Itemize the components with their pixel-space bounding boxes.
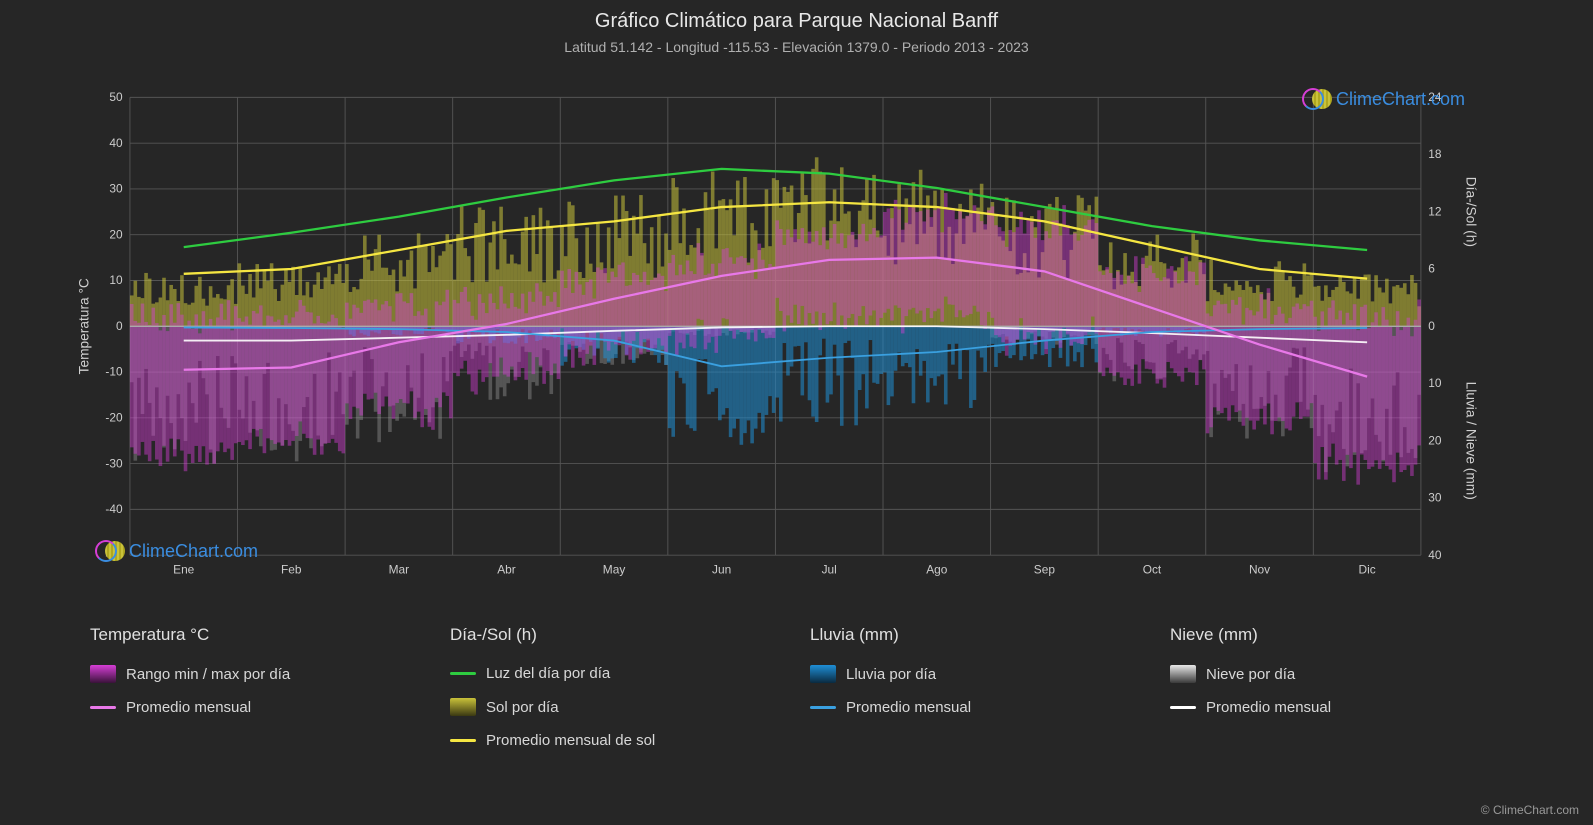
svg-text:6: 6 <box>1428 262 1435 276</box>
brand-icon <box>95 537 123 565</box>
legend-label: Rango min / max por día <box>126 666 290 683</box>
legend-item-rain-avg: Promedio mensual <box>810 699 1140 716</box>
svg-text:Oct: Oct <box>1143 562 1162 576</box>
svg-text:40: 40 <box>1428 548 1442 562</box>
svg-text:40: 40 <box>109 136 123 150</box>
svg-text:-20: -20 <box>105 410 123 424</box>
svg-text:Dic: Dic <box>1359 562 1376 576</box>
svg-text:Mar: Mar <box>389 562 410 576</box>
legend-item-temp-range: Rango min / max por día <box>90 665 420 683</box>
svg-text:Sep: Sep <box>1034 562 1056 576</box>
svg-text:50: 50 <box>109 90 123 104</box>
legend-label: Luz del día por día <box>486 665 610 682</box>
legend-item-snow-avg: Promedio mensual <box>1170 699 1500 716</box>
brand-icon <box>1302 85 1330 113</box>
legend-title-rain: Lluvia (mm) <box>810 625 1140 645</box>
svg-text:Jun: Jun <box>712 562 731 576</box>
legend-title-temp: Temperatura °C <box>90 625 420 645</box>
swatch-snowavg <box>1170 706 1196 709</box>
svg-text:30: 30 <box>1428 491 1442 505</box>
svg-text:0: 0 <box>116 319 123 333</box>
svg-text:Ago: Ago <box>926 562 948 576</box>
chart-title: Gráfico Climático para Parque Nacional B… <box>0 0 1593 33</box>
swatch-temp-avg <box>90 706 116 709</box>
svg-text:Lluvia / Nieve (mm): Lluvia / Nieve (mm) <box>1464 382 1479 500</box>
swatch-rain <box>810 665 836 683</box>
brand-logo-top: ClimeChart.com <box>1302 85 1465 113</box>
legend-label: Promedio mensual <box>1206 699 1331 716</box>
svg-text:18: 18 <box>1428 147 1442 161</box>
svg-text:-30: -30 <box>105 456 123 470</box>
svg-text:10: 10 <box>1428 376 1442 390</box>
legend-title-day: Día-/Sol (h) <box>450 625 780 645</box>
legend-item-sun: Sol por día <box>450 698 780 716</box>
svg-text:20: 20 <box>1428 433 1442 447</box>
svg-text:10: 10 <box>109 273 123 287</box>
svg-text:20: 20 <box>109 227 123 241</box>
brand-text: ClimeChart.com <box>129 541 258 562</box>
svg-text:Día-/Sol (h): Día-/Sol (h) <box>1464 177 1479 247</box>
svg-text:30: 30 <box>109 182 123 196</box>
legend-item-snow: Nieve por día <box>1170 665 1500 683</box>
legend-col-snow: Nieve (mm) Nieve por día Promedio mensua… <box>1170 625 1500 749</box>
legend-item-temp-avg: Promedio mensual <box>90 699 420 716</box>
svg-text:0: 0 <box>1428 319 1435 333</box>
swatch-sun <box>450 698 476 716</box>
svg-text:Feb: Feb <box>281 562 302 576</box>
legend-col-rain: Lluvia (mm) Lluvia por día Promedio mens… <box>810 625 1140 749</box>
svg-text:Nov: Nov <box>1249 562 1270 576</box>
svg-text:Abr: Abr <box>497 562 516 576</box>
legend-label: Sol por día <box>486 699 559 716</box>
legend: Temperatura °C Rango min / max por día P… <box>90 625 1500 749</box>
svg-text:Jul: Jul <box>822 562 837 576</box>
chart-subtitle: Latitud 51.142 - Longitud -115.53 - Elev… <box>0 33 1593 55</box>
legend-item-rain: Lluvia por día <box>810 665 1140 683</box>
legend-label: Promedio mensual de sol <box>486 732 655 749</box>
swatch-temp-range <box>90 665 116 683</box>
legend-label: Lluvia por día <box>846 666 936 683</box>
legend-col-temp: Temperatura °C Rango min / max por día P… <box>90 625 420 749</box>
copyright: © ClimeChart.com <box>1481 803 1579 817</box>
svg-text:12: 12 <box>1428 204 1442 218</box>
legend-item-daylight: Luz del día por día <box>450 665 780 682</box>
brand-logo-bottom: ClimeChart.com <box>95 537 258 565</box>
legend-label: Promedio mensual <box>126 699 251 716</box>
swatch-rainavg <box>810 706 836 709</box>
climate-chart: EneFebMarAbrMayJunJulAgoSepOctNovDic-50-… <box>75 75 1485 605</box>
legend-label: Promedio mensual <box>846 699 971 716</box>
legend-title-snow: Nieve (mm) <box>1170 625 1500 645</box>
swatch-snow <box>1170 665 1196 683</box>
brand-text: ClimeChart.com <box>1336 89 1465 110</box>
svg-text:-10: -10 <box>105 365 123 379</box>
legend-item-sunavg: Promedio mensual de sol <box>450 732 780 749</box>
chart-svg: EneFebMarAbrMayJunJulAgoSepOctNovDic-50-… <box>75 75 1485 605</box>
svg-text:Temperatura °C: Temperatura °C <box>77 278 92 374</box>
svg-text:-40: -40 <box>105 502 123 516</box>
svg-text:May: May <box>603 562 626 576</box>
swatch-daylight <box>450 672 476 675</box>
legend-label: Nieve por día <box>1206 666 1295 683</box>
swatch-sunavg <box>450 739 476 742</box>
legend-col-day: Día-/Sol (h) Luz del día por día Sol por… <box>450 625 780 749</box>
